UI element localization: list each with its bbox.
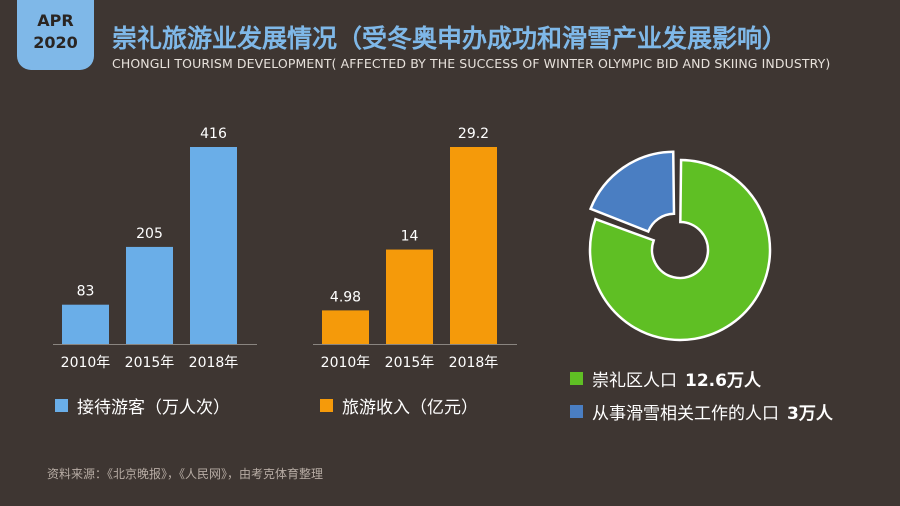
visitors-data-label-2010年: 83 [77, 284, 95, 300]
legend-swatch-visitors [55, 399, 68, 412]
donut-slice-ski-workers [588, 150, 676, 234]
revenue-tick-label-2018年: 2018年 [449, 355, 499, 371]
visitors-bar-2010年 [62, 304, 109, 344]
visitors-tick-label-2010年: 2010年 [61, 355, 111, 371]
visitors-tick-label-2018年: 2018年 [189, 355, 239, 371]
visitors-data-label-2015年: 205 [136, 226, 163, 242]
visitors-tick-label-2015年: 2015年 [125, 355, 175, 371]
visitors-bar-2015年 [126, 246, 173, 344]
legend-visitors: 接待游客（万人次） [55, 393, 230, 418]
legend-population-value: 12.6万人 [685, 371, 761, 391]
badge-month: APR [37, 11, 74, 30]
revenue-data-label-2015年: 14 [401, 229, 419, 245]
legend-swatch-ski-workers [570, 405, 583, 418]
legend-ski-workers-label: 从事滑雪相关工作的人口 [592, 404, 779, 424]
revenue-bar-2018年 [450, 147, 497, 344]
legend-revenue: 旅游收入（亿元） [320, 393, 478, 418]
visitors-data-label-2018年: 416 [200, 126, 227, 142]
source-note: 资料来源：《北京晚报》，《人民网》，由考克体育整理 [47, 467, 324, 481]
legend-swatch-revenue [320, 399, 333, 412]
population-donut-chart [588, 150, 772, 342]
revenue-bar-2015年 [386, 249, 433, 344]
legend-revenue-label: 旅游收入（亿元） [342, 398, 478, 418]
visitors-bar-chart: 83 2010年 205 2015年 416 2018年 [53, 126, 257, 371]
donut-slice-population [588, 158, 772, 342]
revenue-bar-chart: 4.98 2010年 14 2015年 29.2 2018年 [313, 126, 517, 371]
revenue-data-label-2010年: 4.98 [330, 289, 361, 305]
badge-year: 2020 [33, 33, 78, 52]
legend-population: 崇礼区人口 12.6万人 [570, 366, 761, 391]
visitors-bar-2018年 [190, 147, 237, 344]
revenue-data-label-2018年: 29.2 [458, 126, 489, 142]
legend-ski-workers-value: 3万人 [787, 404, 833, 424]
legend-population-label: 崇礼区人口 [592, 371, 677, 391]
legend-ski-workers: 从事滑雪相关工作的人口 3万人 [570, 399, 833, 424]
revenue-tick-label-2010年: 2010年 [321, 355, 371, 371]
legend-visitors-label: 接待游客（万人次） [77, 398, 230, 418]
page-title: 崇礼旅游业发展情况（受冬奥申办成功和滑雪产业发展影响） [112, 24, 788, 53]
legend-swatch-population [570, 372, 583, 385]
revenue-bar-2010年 [322, 310, 369, 344]
page-subtitle: CHONGLI TOURISM DEVELOPMENT( AFFECTED BY… [112, 56, 831, 71]
date-badge: APR 2020 [17, 0, 94, 70]
revenue-tick-label-2015年: 2015年 [385, 355, 435, 371]
